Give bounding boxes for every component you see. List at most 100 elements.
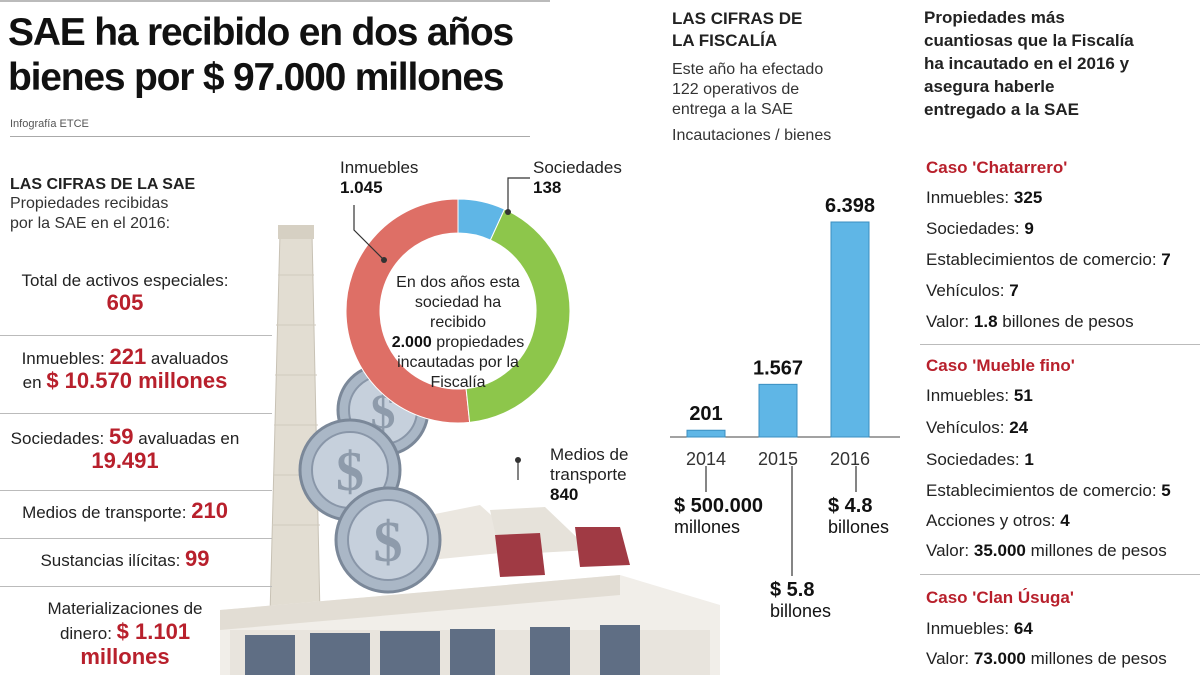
coin-icon: $ — [334, 486, 442, 594]
credit: Infografía ETCE — [10, 118, 89, 130]
donut-center-1: En dos años esta — [396, 274, 520, 291]
bar-value-label: 6.398 — [825, 195, 875, 217]
bar-year-label: 2015 — [758, 449, 798, 469]
svg-text:$: $ — [374, 509, 403, 574]
donut-center-5: Fiscalía — [430, 374, 486, 391]
svg-text:$: $ — [336, 441, 364, 503]
bar-2014 — [686, 429, 726, 438]
sae-section: LAS CIFRAS DE LA SAE Propiedades recibid… — [10, 176, 195, 234]
case-row-value: 7 — [1009, 281, 1019, 300]
case-row-value: 7 — [1161, 250, 1171, 269]
sae-subtitle-1: Propiedades recibidas — [10, 195, 169, 212]
case-row: Inmuebles: 325 — [926, 188, 1042, 208]
sae-transporte-value: 210 — [191, 498, 228, 523]
sae-materializaciones-label2: dinero: — [59, 624, 112, 643]
case-row-label: Valor: — [926, 312, 970, 331]
donut-slice-inmuebles — [345, 198, 471, 424]
donut-label-inmuebles-value: 1.045 — [340, 178, 383, 197]
bar-year-label: 2016 — [830, 449, 870, 469]
donut-slice-medios-de-transporte — [465, 208, 571, 423]
case-row-value: 325 — [1013, 188, 1043, 207]
sae-materializaciones-value: $ 1.101 — [116, 619, 191, 644]
casos-title-2: cuantiosas que la Fiscalía — [924, 31, 1134, 50]
money-2014-unit: millones — [674, 517, 741, 537]
case-row-value: 1 — [1024, 450, 1034, 469]
sae-total-label: Total de activos especiales: — [21, 271, 229, 290]
fiscalia-desc-3: entrega a la SAE — [672, 101, 793, 118]
fiscalia-title-2: LA FISCALÍA — [672, 31, 778, 50]
case-row-value: 24 — [1009, 418, 1029, 437]
donut-center-3: propiedades — [436, 334, 525, 351]
case-clan-title: Caso 'Clan Úsuga' — [926, 588, 1074, 607]
page-title-line1: SAE ha recibido en dos años — [8, 11, 514, 54]
casos-title-3: ha incautado en el 2016 y — [924, 54, 1130, 73]
case-row-label: Acciones y otros: — [926, 511, 1056, 530]
fiscalia-section: LAS CIFRAS DE LA FISCALÍA Este año ha ef… — [672, 8, 831, 146]
case-row-label: Inmuebles: — [926, 188, 1010, 207]
case-row: Inmuebles: 64 — [926, 619, 1033, 639]
case-row-label: Inmuebles: — [926, 619, 1010, 638]
bar-2015 — [758, 383, 798, 438]
bar-2016 — [830, 221, 870, 438]
case-row-label: Vehículos: — [926, 281, 1005, 300]
top-rule — [0, 0, 550, 2]
money-2015: $ 5.8 billones — [770, 580, 831, 622]
page-title: SAE ha recibido en dos años bienes por $… — [8, 10, 568, 100]
casos-title-5: entregado a la SAE — [924, 100, 1079, 119]
sae-transporte-label: Medios de transporte: — [22, 503, 187, 522]
casos-title-4: asegura haberle — [924, 77, 1055, 96]
case-row-label: Establecimientos de comercio: — [926, 250, 1157, 269]
case-row: Establecimientos de comercio: 5 — [926, 481, 1171, 501]
donut-label-medios-name2: transporte — [550, 465, 627, 484]
donut-center-4: incautadas por la — [397, 354, 519, 371]
sae-materializaciones: Materializaciones de dinero: $ 1.101 mil… — [0, 597, 250, 668]
donut-chart — [345, 198, 571, 424]
sae-inmuebles-prefix: en — [22, 373, 42, 392]
casos-title: Propiedades más cuantiosas que la Fiscal… — [924, 6, 1134, 121]
case-row-label: Inmuebles: — [926, 386, 1010, 405]
case-row-value: 4 — [1060, 511, 1070, 530]
case-row-value: 9 — [1024, 219, 1034, 238]
page-title-line2: bienes por $ 97.000 millones — [8, 56, 505, 99]
sae-materializaciones-label: Materializaciones de — [47, 599, 203, 618]
fiscalia-desc-2: 122 operativos de — [672, 81, 800, 98]
row-divider — [0, 335, 272, 336]
sae-inmuebles-value: 221 — [109, 344, 147, 369]
case-row-label: Valor: — [926, 541, 970, 560]
money-2015-unit: billones — [770, 601, 832, 621]
donut-center-total: 2.000 — [391, 334, 432, 351]
case-row-value: 51 — [1013, 386, 1033, 405]
donut-center-2: sociedad ha recibido — [414, 294, 502, 331]
sae-sociedades-label: Sociedades: — [10, 429, 105, 448]
case-row-suffix: millones de pesos — [1030, 541, 1167, 560]
case-row: Vehículos: 7 — [926, 281, 1019, 301]
case-row-value: 73.000 — [973, 649, 1026, 668]
case-row: Valor: 35.000 millones de pesos — [926, 541, 1167, 561]
row-divider — [0, 586, 272, 587]
case-row-label: Vehículos: — [926, 418, 1005, 437]
case-row: Acciones y otros: 4 — [926, 511, 1070, 531]
donut-label-sociedades-value: 138 — [533, 178, 562, 197]
sae-sustancias-value: 99 — [185, 546, 210, 571]
donut-label-medios-value: 840 — [550, 485, 579, 504]
donut-leader-lines — [353, 177, 530, 480]
money-2015-value: $ 5.8 — [770, 579, 815, 601]
case-row-suffix: millones de pesos — [1030, 649, 1167, 668]
sae-subtitle-2: por la SAE en el 2016: — [10, 215, 171, 232]
donut-label-sociedades-name: Sociedades — [533, 158, 622, 177]
casos-title-1: Propiedades más — [924, 8, 1065, 27]
sae-sociedades: Sociedades: 59 avaluadas en 19.491 — [0, 426, 250, 472]
sae-sociedades-suffix: avaluadas en — [138, 429, 240, 448]
sae-sustancias: Sustancias ilícitas: 99 — [0, 548, 250, 572]
case-row: Valor: 73.000 millones de pesos — [926, 649, 1167, 669]
money-2014-value: $ 500.000 — [674, 495, 763, 517]
fiscalia-desc-1: Este año ha efectado — [672, 61, 824, 78]
sae-transporte: Medios de transporte: 210 — [0, 500, 250, 524]
donut-label-sociedades: Sociedades 138 — [533, 158, 622, 198]
bar-chart: 201 2014 1.567 2015 6.398 2016 — [670, 195, 900, 469]
case-row: Sociedades: 9 — [926, 219, 1034, 239]
sae-sustancias-label: Sustancias ilícitas: — [40, 551, 181, 570]
money-2016-value: $ 4.8 — [828, 495, 873, 517]
donut-center-text: En dos años esta sociedad ha recibido 2.… — [386, 273, 530, 393]
sae-materializaciones-unit: millones — [80, 644, 170, 669]
